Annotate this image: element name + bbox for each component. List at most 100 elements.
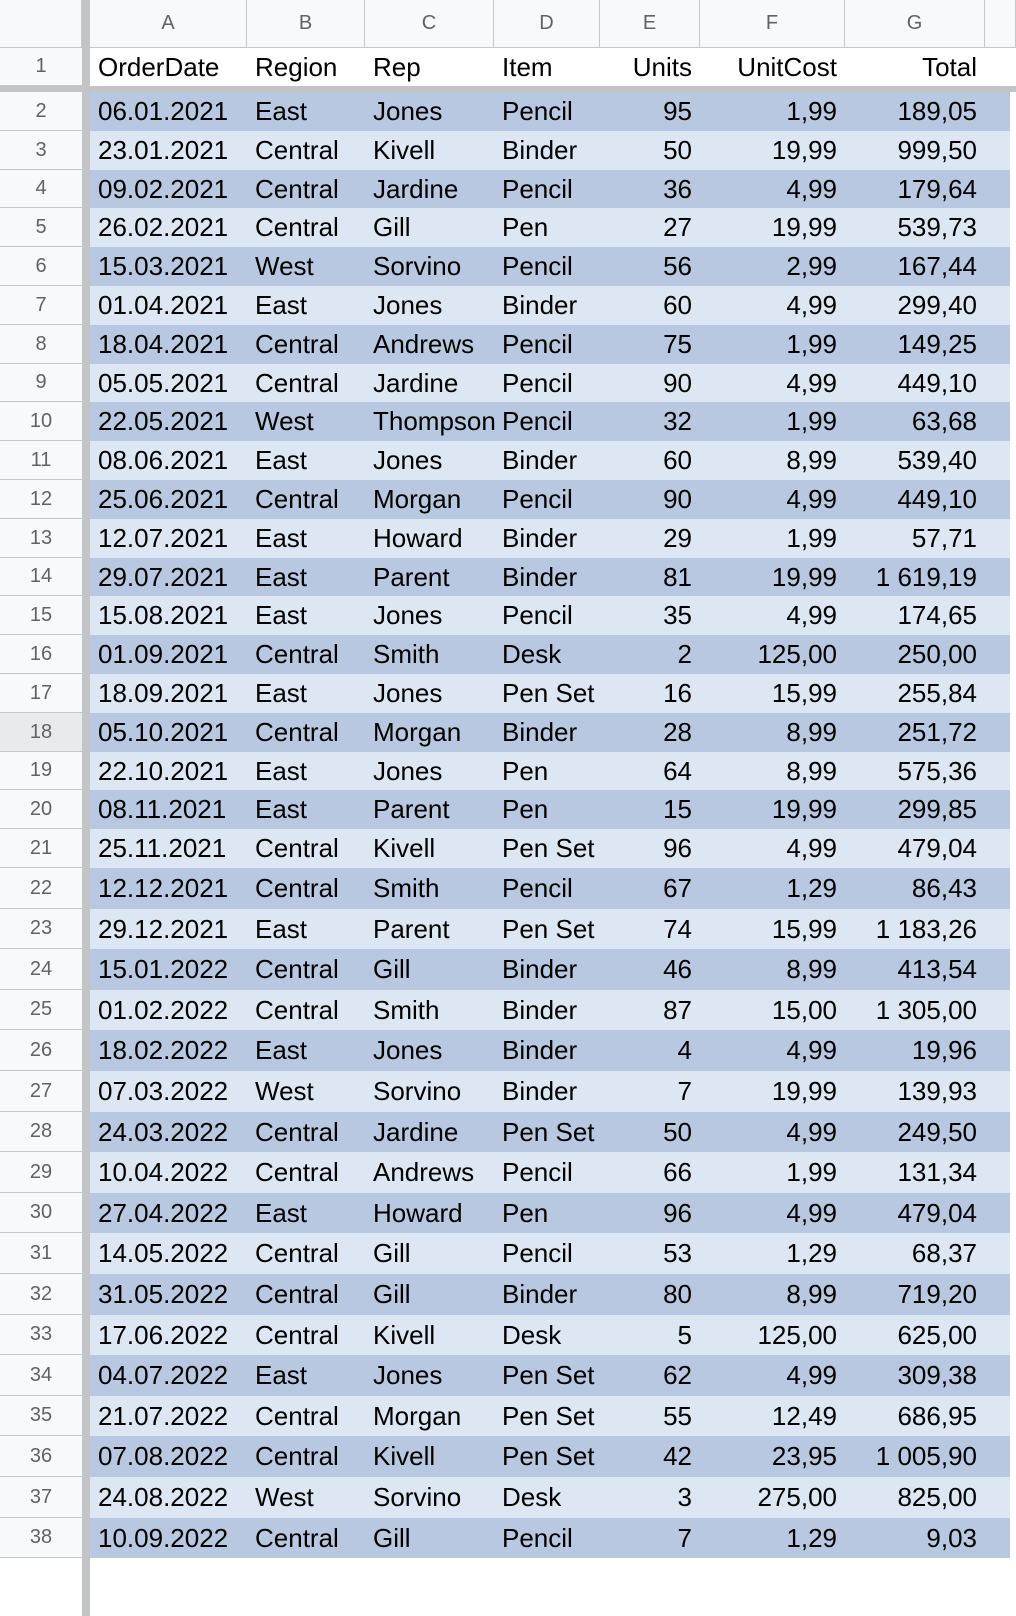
cell-orderdate[interactable]: 06.01.2021 [98,96,229,126]
cell-orderdate[interactable]: 12.12.2021 [98,873,229,903]
cell-orderdate[interactable]: 15.01.2022 [98,954,229,984]
cell-item[interactable]: Binder [502,1279,578,1309]
cell-rep[interactable]: Jones [373,755,443,786]
row-header-26[interactable]: 26 [0,1030,82,1071]
cell-region[interactable]: East [255,96,308,126]
column-header-d[interactable]: D [494,0,600,48]
cell-orderdate[interactable]: 15.03.2021 [98,251,229,281]
cell-unitcost[interactable]: 8,99 [786,1279,837,1309]
cell-units[interactable]: 7 [677,1522,692,1553]
cell-unitcost[interactable]: 4,99 [786,833,837,863]
cell-region[interactable]: Central [255,994,339,1025]
cell-total[interactable]: 309,38 [897,1360,977,1390]
cell-units[interactable]: 81 [663,561,692,592]
cell-rep[interactable]: Parent [373,913,450,944]
cell-orderdate[interactable]: 18.09.2021 [98,678,229,708]
column-header-b[interactable]: B [247,0,365,48]
cell-orderdate[interactable]: 08.06.2021 [98,445,229,475]
cell-rep[interactable]: Jardine [373,367,459,398]
cell-rep[interactable]: Andrews [373,329,475,359]
cell-total[interactable]: 479,04 [897,833,977,863]
cell-units[interactable]: 87 [663,994,692,1025]
column-header-g[interactable]: G [845,0,985,48]
cell-total[interactable]: 1 183,26 [875,913,977,944]
cell-unitcost[interactable]: 4,99 [786,484,837,514]
cell-units[interactable]: 60 [663,290,692,320]
column-header-c[interactable]: C [365,0,494,48]
cell-rep[interactable]: Sorvino [373,251,462,281]
cell-total[interactable]: 250,00 [897,639,977,669]
cell-item[interactable]: Binder [502,445,578,475]
cell-units[interactable]: 46 [663,954,692,984]
cell-total[interactable]: 575,36 [897,755,977,786]
column-header-a[interactable]: A [90,0,247,48]
cell-rep[interactable]: Jones [373,445,443,475]
cell-item[interactable]: Desk [502,1319,562,1350]
cell-total[interactable]: 539,73 [897,212,977,242]
cell-orderdate[interactable]: 01.04.2021 [98,290,229,320]
cell-orderdate[interactable]: 26.02.2021 [98,212,229,242]
row-header-23[interactable]: 23 [0,909,82,949]
row-header-28[interactable]: 28 [0,1112,82,1152]
select-all-corner[interactable] [0,0,82,48]
cell-units[interactable]: 5 [677,1319,692,1350]
cell-units[interactable]: 35 [663,600,692,630]
cell-total[interactable]: 1 005,90 [875,1441,977,1471]
cell-units[interactable]: Units [632,51,692,82]
cell-total[interactable]: 479,04 [897,1197,977,1228]
cell-unitcost[interactable]: 8,99 [786,717,837,747]
cell-item[interactable]: Pencil [502,484,573,514]
cell-total[interactable]: 413,54 [897,954,977,984]
cell-unitcost[interactable]: 2,99 [786,251,837,281]
row-header-20[interactable]: 20 [0,790,82,829]
cell-rep[interactable]: Thompson [373,406,496,436]
cell-unitcost[interactable]: 1,99 [786,96,837,126]
cell-total[interactable]: 174,65 [897,600,977,630]
cell-units[interactable]: 95 [663,96,692,126]
cell-orderdate[interactable]: 22.05.2021 [98,406,229,436]
cell-region[interactable]: Central [255,135,339,165]
cell-total[interactable]: 179,64 [897,173,977,204]
cell-orderdate[interactable]: 12.07.2021 [98,523,229,553]
cell-region[interactable]: Central [255,1116,339,1147]
cell-orderdate[interactable]: 25.06.2021 [98,484,229,514]
cell-region[interactable]: East [255,678,308,708]
cell-orderdate[interactable]: 29.12.2021 [98,913,229,944]
cell-orderdate[interactable]: 23.01.2021 [98,135,229,165]
cell-unitcost[interactable]: 23,95 [771,1441,837,1471]
cell-total[interactable]: 9,03 [926,1522,977,1553]
cell-region[interactable]: East [255,561,308,592]
cell-orderdate[interactable]: 07.03.2022 [98,1076,229,1106]
cell-unitcost[interactable]: 1,29 [786,873,837,903]
cell-total[interactable]: 251,72 [897,717,977,747]
row-header-1[interactable]: 1 [0,48,82,86]
cell-item[interactable]: Binder [502,717,578,747]
cell-rep[interactable]: Jones [373,1035,443,1065]
cell-unitcost[interactable]: 4,99 [786,290,837,320]
row-header-10[interactable]: 10 [0,402,82,441]
cell-unitcost[interactable]: 4,99 [786,1360,837,1390]
row-header-4[interactable]: 4 [0,170,82,208]
cell-units[interactable]: 2 [677,639,692,669]
cell-units[interactable]: 96 [663,833,692,863]
cell-region[interactable]: Central [255,873,339,903]
cell-region[interactable]: Central [255,1400,339,1431]
cell-unitcost[interactable]: 12,49 [771,1400,837,1431]
cell-total[interactable]: 131,34 [897,1157,977,1187]
cell-orderdate[interactable]: 21.07.2022 [98,1400,229,1431]
cell-orderdate[interactable]: OrderDate [98,51,220,82]
cell-total[interactable]: 449,10 [897,484,977,514]
cell-units[interactable]: 80 [663,1279,692,1309]
cell-unitcost[interactable]: 19,99 [771,794,837,824]
cell-units[interactable]: 75 [663,329,692,359]
cell-total[interactable]: 299,40 [897,290,977,320]
cell-item[interactable]: Item [502,51,553,82]
cell-unitcost[interactable]: 4,99 [786,600,837,630]
cell-item[interactable]: Binder [502,994,578,1025]
cell-unitcost[interactable]: 15,00 [771,994,837,1025]
row-header-21[interactable]: 21 [0,829,82,868]
cell-rep[interactable]: Jardine [373,173,459,204]
cell-units[interactable]: 90 [663,367,692,398]
cell-rep[interactable]: Gill [373,212,411,242]
cell-item[interactable]: Pen Set [502,1116,595,1147]
